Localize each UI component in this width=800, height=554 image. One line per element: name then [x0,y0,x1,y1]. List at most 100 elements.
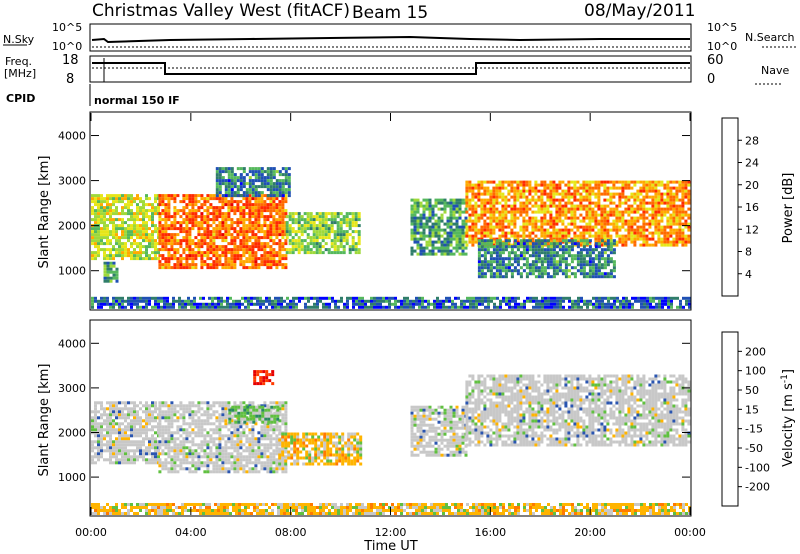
power-echo-cell [594,248,598,252]
power-echo-cell [648,195,652,199]
nsky-line [91,35,690,44]
power-echo-cell [164,236,168,240]
power-echo-cell [91,194,94,198]
velocity-echo-cell [115,416,118,420]
power-echo-cell [238,302,241,306]
power-echo-cell [260,212,264,216]
power-echo-cell [254,194,258,198]
power-echo-cell [124,233,127,237]
power-echo-cell [203,209,207,213]
power-echo-cell [597,186,601,190]
power-echo-cell [257,200,261,204]
power-echo-cell [546,257,550,261]
power-echo-cell [136,233,139,237]
velocity-echo-cell [124,434,127,438]
velocity-echo-cell [179,413,183,417]
power-echo-cell [463,302,466,306]
power-echo-cell [242,236,246,240]
power-echo-cell [145,197,148,201]
power-echo-cell [627,225,631,229]
power-echo-cell [685,296,688,300]
power-echo-cell [528,201,532,205]
power-echo-cell [215,173,219,177]
power-echo-cell [106,227,109,231]
power-echo-cell [525,257,529,261]
velocity-echo-cell [161,416,165,420]
power-echo-cell [284,194,288,198]
power-echo-cell [331,299,334,303]
power-echo-cell [522,186,526,190]
power-echo-cell [501,195,505,199]
power-echo-cell [224,248,228,252]
power-echo-cell [307,299,310,303]
power-echo-cell [158,248,162,252]
power-echo-cell [558,198,562,202]
power-echo-cell [461,201,465,205]
power-echo-cell [534,204,538,208]
power-echo-cell [312,224,316,228]
power-echo-cell [594,234,598,238]
power-echo-cell [531,251,535,255]
power-echo-cell [603,260,607,264]
power-echo-cell [148,257,151,261]
power-echo-cell [218,260,222,264]
power-echo-cell [127,296,130,300]
power-echo-cell [516,248,520,252]
velocity-echo-cell [121,431,124,435]
power-echo-cell [118,242,121,246]
power-echo-cell [458,210,462,214]
power-echo-cell [121,299,124,303]
velocity-echo-cell [115,404,118,408]
power-echo-cell [130,257,133,261]
power-echo-cell [427,302,430,306]
power-echo-cell [446,204,450,208]
power-echo-cell [158,200,162,204]
power-echo-cell [534,192,538,196]
power-echo-cell [483,242,487,246]
power-echo-cell [529,299,532,303]
power-echo-cell [370,305,373,309]
velocity-echo-cell [121,443,124,447]
power-echo-cell [161,254,165,258]
velocity-echo-cell [94,419,97,423]
power-echo-cell [194,242,198,246]
power-echo-cell [582,180,586,184]
velocity-echo-cell [139,416,142,420]
power-echo-cell [543,183,547,187]
power-echo-cell [157,209,160,213]
velocity-echo-cell [142,458,145,462]
power-echo-cell [106,279,110,283]
power-echo-cell [158,221,162,225]
power-echo-cell [544,305,547,309]
power-echo-cell [351,242,355,246]
power-echo-cell [483,219,487,223]
power-echo-cell [339,236,343,240]
velocity-echo-cell [167,446,171,450]
velocity-echo-cell [124,404,127,408]
power-echo-cell [218,215,222,219]
power-echo-cell [233,221,237,225]
power-echo-cell [312,233,316,237]
power-echo-cell [458,237,462,241]
power-echo-cell [607,299,610,303]
power-echo-cell [324,221,328,225]
power-echo-cell [348,233,352,237]
power-echo-cell [284,179,288,183]
power-echo-cell [309,239,313,243]
power-echo-cell [657,228,661,232]
power-echo-cell [419,234,423,238]
power-echo-cell [115,279,119,283]
velocity-echo-cell [97,452,100,456]
power-echo-cell [124,206,127,210]
power-echo-cell [397,299,400,303]
power-echo-cell [403,302,406,306]
power-echo-cell [263,206,267,210]
power-echo-cell [294,230,298,234]
power-echo-cell [109,206,112,210]
velocity-echo-cell [121,407,124,411]
power-echo-cell [148,245,151,249]
power-echo-cell [176,263,180,267]
power-echo-cell [597,260,601,264]
power-echo-cell [591,272,595,276]
power-echo-cell [254,263,258,267]
